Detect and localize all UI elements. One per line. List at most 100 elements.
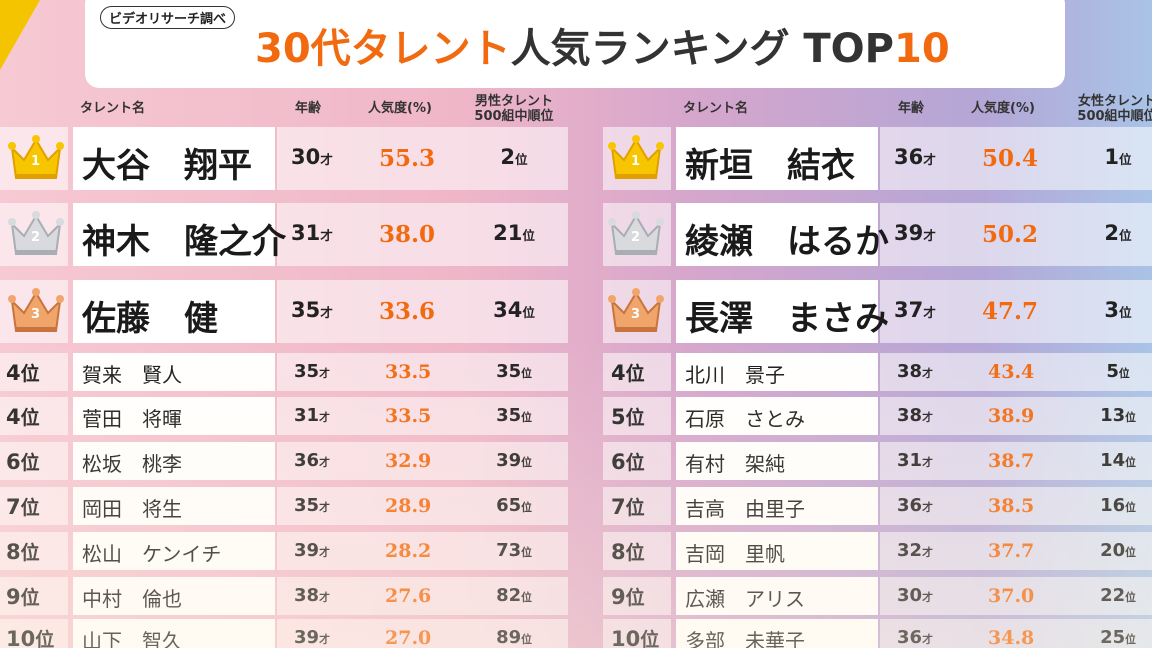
rank500-value: 3 <box>1104 297 1120 322</box>
rank500-unit: 位 <box>521 367 532 380</box>
rank-unit: 位 <box>20 587 40 609</box>
rank-unit: 位 <box>35 629 55 648</box>
age-unit: 才 <box>923 304 936 320</box>
name-cell <box>73 442 275 480</box>
popularity: 50.4 <box>982 144 1039 172</box>
rank-number: 10 <box>6 627 36 648</box>
rank-number: 4 <box>6 361 21 385</box>
rank-unit: 位 <box>20 542 40 564</box>
rank500: 13位 <box>1068 405 1152 426</box>
age-unit: 才 <box>922 501 933 514</box>
row-bg <box>880 397 1152 435</box>
age: 37才 <box>894 298 936 322</box>
age-value: 35 <box>291 297 321 322</box>
age-value: 31 <box>294 405 320 426</box>
rank-unit: 位 <box>625 407 645 429</box>
popularity: 37.0 <box>988 585 1035 607</box>
age-unit: 才 <box>319 591 330 604</box>
age: 38才 <box>897 405 933 426</box>
rank-label: 6位 <box>6 448 40 475</box>
age-unit: 才 <box>319 411 330 424</box>
age: 38才 <box>897 361 933 382</box>
row-bg <box>880 619 1152 648</box>
popularity: 55.3 <box>379 144 436 172</box>
rank500: 89位 <box>465 627 563 648</box>
row-bg <box>277 280 568 343</box>
name-cell <box>676 280 878 343</box>
rank-label: 10位 <box>6 625 54 648</box>
rank500-unit: 位 <box>1125 456 1136 469</box>
rank500-unit: 位 <box>1125 411 1136 424</box>
name-cell <box>676 619 878 648</box>
rank500-unit: 位 <box>521 411 532 424</box>
rank500-value: 34 <box>493 297 523 322</box>
talent-name: 新垣 結衣 <box>685 145 855 186</box>
age: 36才 <box>897 495 933 516</box>
rank500-value: 14 <box>1100 450 1126 471</box>
age-value: 36 <box>894 144 924 169</box>
header-box <box>85 0 1065 88</box>
age: 36才 <box>294 450 330 471</box>
rank-unit: 位 <box>640 629 660 648</box>
age-unit: 才 <box>922 591 933 604</box>
rank500: 14位 <box>1068 450 1152 471</box>
row-bg <box>0 397 68 435</box>
crown-rank: 2 <box>631 230 641 245</box>
rank-label: 4位 <box>6 359 40 386</box>
name-cell <box>676 577 878 615</box>
name-cell <box>73 397 275 435</box>
rank500: 34位 <box>465 298 563 322</box>
age-value: 31 <box>897 450 923 471</box>
row-bg <box>603 619 671 648</box>
rank-label: 9位 <box>6 583 40 610</box>
rank-label: 8位 <box>611 538 645 565</box>
talent-name: 松坂 桃李 <box>82 452 182 476</box>
age-value: 35 <box>294 361 320 382</box>
row-bg <box>880 127 1152 190</box>
popularity: 28.9 <box>385 495 432 517</box>
rank-number: 7 <box>6 495 21 519</box>
rank-number: 10 <box>611 627 641 648</box>
rank500-value: 16 <box>1100 495 1126 516</box>
crown-rank: 2 <box>31 230 41 245</box>
column-header: 男性タレント <box>474 94 553 109</box>
rank500-unit: 位 <box>521 456 532 469</box>
age-value: 39 <box>294 540 320 561</box>
popularity: 28.2 <box>385 540 432 562</box>
popularity: 38.5 <box>988 495 1035 517</box>
rank500: 25位 <box>1068 627 1152 648</box>
talent-name: 石原 さとみ <box>685 407 805 431</box>
rank500-unit: 位 <box>1125 546 1136 559</box>
talent-name: 佐藤 健 <box>82 298 218 339</box>
row-bg <box>277 203 568 266</box>
age-unit: 才 <box>319 633 330 646</box>
age-value: 36 <box>897 495 923 516</box>
rank500: 22位 <box>1068 585 1152 606</box>
talent-name: 吉岡 里帆 <box>685 542 785 566</box>
rank-label: 4位 <box>6 403 40 430</box>
rank500: 2位 <box>1068 221 1152 245</box>
name-cell <box>73 619 275 648</box>
rank500-unit: 位 <box>522 227 535 243</box>
name-cell <box>676 397 878 435</box>
rank500-unit: 位 <box>522 304 535 320</box>
crown-rank: 1 <box>31 154 41 169</box>
rank500: 5位 <box>1068 361 1152 382</box>
name-cell <box>676 442 878 480</box>
row-bg <box>277 577 568 615</box>
age: 35才 <box>291 298 333 322</box>
crown-rank: 3 <box>631 307 641 322</box>
talent-name: 大谷 翔平 <box>82 145 252 186</box>
row-bg <box>0 532 68 570</box>
row-bg <box>880 353 1152 391</box>
rank-label: 9位 <box>611 583 645 610</box>
age-value: 38 <box>294 585 320 606</box>
row-bg <box>603 353 671 391</box>
age: 31才 <box>294 405 330 426</box>
age-value: 38 <box>897 361 923 382</box>
popularity: 33.6 <box>379 297 436 325</box>
rank500-unit: 位 <box>1125 633 1136 646</box>
rank-number: 9 <box>611 585 626 609</box>
age: 31才 <box>291 221 333 245</box>
rank500-unit: 位 <box>1118 367 1130 380</box>
